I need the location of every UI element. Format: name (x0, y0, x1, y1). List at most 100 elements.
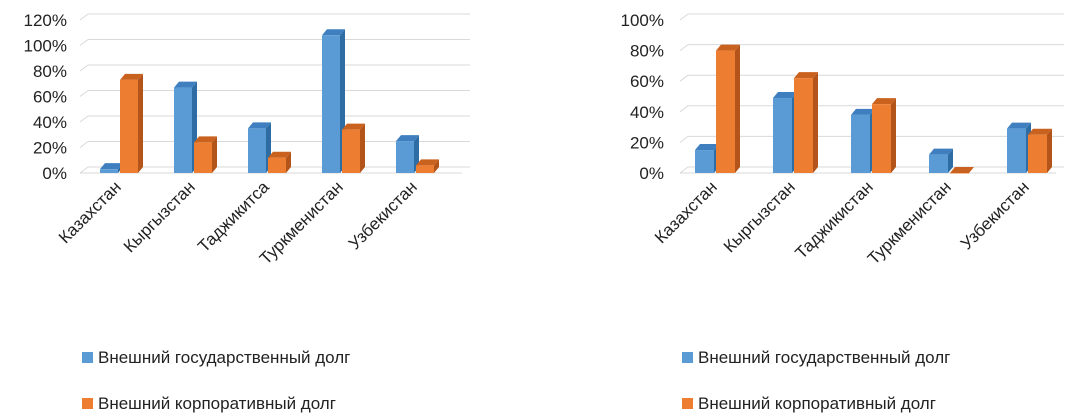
legend-label-series-0: Внешний государственный долг (698, 348, 950, 367)
bar-side (434, 159, 439, 173)
bar-front (950, 173, 969, 174)
bar-top (950, 167, 974, 173)
bar-side (1047, 128, 1052, 173)
bar-side (286, 151, 291, 173)
legend-label-series-1: Внешний корпоративный долг (98, 394, 336, 413)
bar-side (138, 73, 143, 173)
bar-top (322, 29, 345, 36)
y-tick-label: 40% (33, 113, 67, 132)
bar-front (872, 104, 891, 173)
bar-top (695, 144, 719, 151)
bar (342, 123, 365, 173)
bar (929, 148, 953, 173)
legend-swatch-series-0 (682, 352, 693, 363)
chart-left: 0% 20% 40% 60% 80% 100% 120% КазахстанКыргызст… (24, 11, 470, 413)
bar (120, 73, 143, 173)
bar (794, 72, 818, 173)
bar-top (416, 159, 439, 166)
bar-top (248, 122, 271, 129)
bar (1028, 128, 1052, 173)
gridline-diagonal (79, 13, 89, 21)
bar-top (1007, 122, 1031, 129)
bar (851, 108, 875, 173)
x-axis-categories: КазахстанКыргызстанТаджикитсаТуркмениста… (55, 177, 421, 268)
bar-front (248, 128, 266, 173)
bar (950, 167, 974, 174)
bar-front (695, 150, 714, 173)
y-axis-ticks: 0% 20% 40% 60% 80% 100% (621, 11, 664, 183)
bar-side (813, 72, 818, 173)
bar (872, 98, 896, 173)
gridline-diagonal (79, 39, 89, 46)
bar-front (716, 50, 735, 173)
bar-top (851, 108, 875, 115)
bar-front (794, 78, 813, 173)
gridline-diagonal (79, 166, 89, 174)
legend-label-series-0: Внешний государственный долг (98, 348, 350, 367)
x-category-label: Узбекистан (345, 177, 421, 253)
x-category-label: Таджикистан (791, 177, 876, 262)
bar (322, 29, 345, 173)
bar-top (396, 135, 419, 142)
bar-side (948, 148, 953, 173)
gridline-diagonal (79, 64, 89, 72)
bar-side (360, 123, 365, 173)
x-category-label: Туркменистан (864, 177, 955, 268)
bar-top (794, 72, 818, 79)
bar-front (851, 114, 870, 173)
bar-top (100, 163, 123, 170)
bar (174, 81, 197, 173)
bar-front (194, 142, 212, 173)
chart-right: 0% 20% 40% 60% 80% 100% Казахстан КыргызстанТа… (621, 11, 1064, 413)
bar-side (891, 98, 896, 173)
bar (1007, 122, 1031, 173)
bar-top (194, 136, 217, 143)
y-tick-label: 20% (33, 139, 67, 158)
gridline-diagonal (679, 44, 689, 51)
bar-front (1007, 128, 1026, 173)
bar (248, 122, 271, 173)
legend-swatch-series-0 (82, 352, 93, 363)
bar-side (735, 44, 740, 173)
y-tick-label: 100% (621, 11, 664, 30)
gridline-diagonal (679, 13, 689, 21)
bar-front (1028, 134, 1047, 173)
y-tick-label: 120% (24, 11, 67, 30)
bar-top (268, 151, 291, 158)
bar-front (416, 165, 434, 173)
bar (396, 135, 419, 173)
y-tick-label: 0% (639, 164, 664, 183)
legend-label-series-1: Внешний корпоративный долг (698, 394, 936, 413)
bar-top (174, 81, 197, 88)
bar (716, 44, 740, 173)
x-category-label: Казахстан (651, 177, 721, 247)
gridline-diagonal (679, 105, 689, 113)
legend: Внешний государственный долг Внешний кор… (82, 348, 350, 413)
bar (416, 159, 439, 173)
bar-front (100, 169, 118, 173)
y-tick-label: 60% (630, 72, 664, 91)
y-tick-label: 0% (42, 164, 67, 183)
gridline-diagonal (679, 135, 689, 143)
bar-front (322, 35, 340, 173)
bar-front (268, 157, 286, 173)
gridline-diagonal (79, 90, 89, 97)
x-category-label: Таджикитса (194, 177, 273, 256)
bar (194, 136, 217, 173)
y-tick-label: 80% (630, 42, 664, 61)
x-category-label: Узбекистан (957, 177, 1033, 253)
bars (695, 44, 1052, 174)
bar-top (716, 44, 740, 51)
x-category-label: Казахстан (55, 177, 125, 247)
bar (268, 151, 291, 173)
bar-front (120, 79, 138, 173)
y-tick-label: 20% (630, 133, 664, 152)
gridline-diagonal (679, 74, 689, 82)
y-tick-label: 80% (33, 62, 67, 81)
y-tick-label: 40% (630, 103, 664, 122)
bar (695, 144, 719, 173)
bar-front (396, 141, 414, 173)
x-category-label: Кыргызстан (720, 177, 799, 256)
bar-side (212, 136, 217, 173)
